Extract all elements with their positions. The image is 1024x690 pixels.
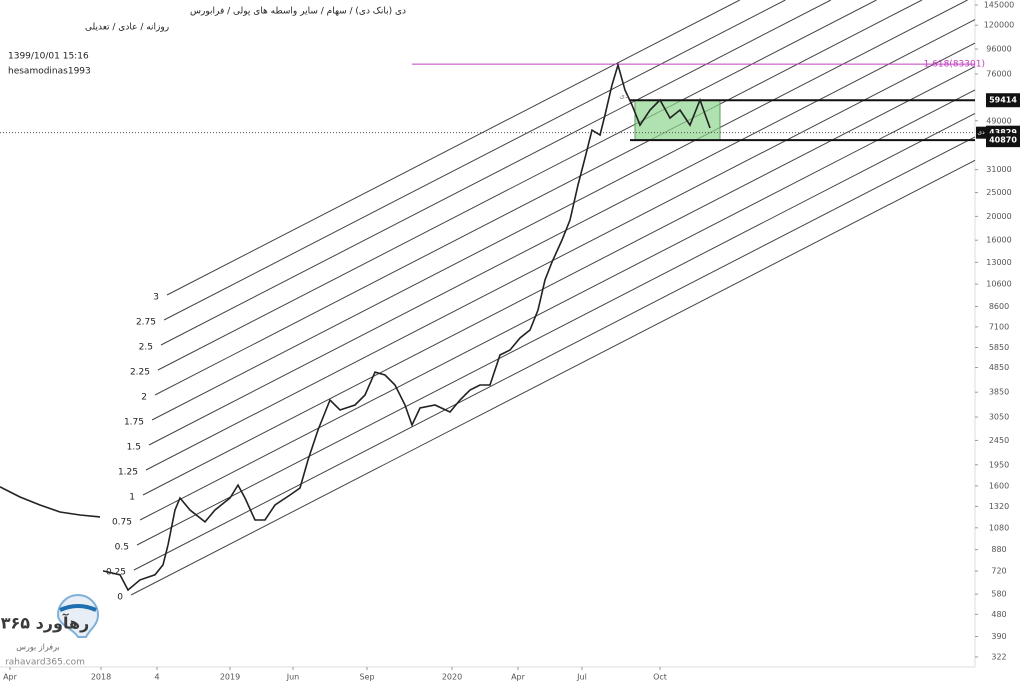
y-tick-label: 580 <box>991 590 1006 599</box>
y-tick-label: 16000 <box>986 236 1011 245</box>
y-tick-label: 10600 <box>986 280 1011 289</box>
fib-line <box>166 0 741 296</box>
x-tick-label: Oct <box>653 673 667 682</box>
author: hesamodinas1993 <box>8 67 91 77</box>
x-tick-label: Jun <box>286 673 300 682</box>
symbol-badge-label: دی <box>977 129 985 136</box>
y-tick-label: 1600 <box>989 481 1009 490</box>
y-tick-label: 1320 <box>989 502 1009 511</box>
fib-label: 2.5 <box>139 343 153 353</box>
fib-label: 0.75 <box>112 518 132 528</box>
fib-line <box>136 112 976 546</box>
y-tick-label: 2450 <box>989 436 1009 445</box>
settings: روزانه / عادی / تعدیلی <box>85 23 169 33</box>
y-tick-label: 480 <box>991 610 1006 619</box>
symbol-badge <box>976 126 986 139</box>
y-tick-label: 145000 <box>984 1 1015 10</box>
y-tick-label: 1950 <box>989 460 1009 469</box>
y-tick-label: 3850 <box>989 388 1009 397</box>
price-line <box>0 62 711 592</box>
fib-line <box>145 42 976 471</box>
watermark: رهآورد ۳۶۵ برفراز بورس rahavard365.com <box>1 594 100 668</box>
fib-label: 1 <box>129 493 135 503</box>
fib-label: 0 <box>117 593 123 603</box>
fib-label: 1.25 <box>118 468 138 478</box>
x-tick-label: 2019 <box>220 673 240 682</box>
x-tick-label: Jul <box>576 673 587 682</box>
last-price-label: 43829 <box>989 128 1017 137</box>
y-tick-label: 1080 <box>989 523 1009 532</box>
symbol: دی (بانک دی) / سهام / سایر واسطه های پول… <box>190 7 406 17</box>
support-label: 40870 <box>989 136 1017 145</box>
y-tick-label: 13000 <box>986 258 1011 267</box>
fib-line <box>148 19 976 446</box>
fib-label: 0.25 <box>106 568 126 578</box>
y-tick-label: 5850 <box>989 343 1009 352</box>
y-tick-label: 3050 <box>989 413 1009 422</box>
fib-label: 2.25 <box>130 368 150 378</box>
fib-label: 3 <box>153 293 159 303</box>
y-axis-bg <box>975 0 1024 686</box>
fib-label: 1.75 <box>124 418 144 428</box>
fib-line <box>163 0 786 321</box>
fib-line <box>160 0 832 346</box>
y-tick-label: 96000 <box>986 45 1011 54</box>
y-tick-label: 49000 <box>986 116 1011 125</box>
support-badge <box>986 133 1020 148</box>
x-tick-label: 2020 <box>442 673 462 682</box>
fib-line <box>151 0 968 421</box>
y-tick-label: 76000 <box>986 69 1011 78</box>
y-tick-label: 4850 <box>989 363 1009 372</box>
fib-label: 1.5 <box>127 443 141 453</box>
y-tick-label: 720 <box>991 567 1006 576</box>
range-zone <box>634 99 721 141</box>
y-tick-label: 7100 <box>989 322 1009 331</box>
y-tick-label: 31000 <box>986 165 1011 174</box>
y-tick-label: 322 <box>991 652 1006 661</box>
x-tick-label: Sep <box>359 673 374 682</box>
y-tick-label: 20000 <box>986 212 1011 221</box>
x-tick-label: Apr <box>511 673 526 682</box>
series-name: دی <box>619 92 628 100</box>
x-tick-label: 2018 <box>91 673 111 682</box>
fib-line <box>157 0 877 371</box>
fib-label: 2.75 <box>136 318 156 328</box>
x-tick-label: Apr <box>3 673 18 682</box>
fib-line <box>142 66 976 496</box>
logo-stroke <box>59 604 97 612</box>
fib-line <box>133 136 976 571</box>
fib-line <box>154 0 923 396</box>
fib-line <box>130 159 976 596</box>
y-tick-label: 25000 <box>986 188 1011 197</box>
x-tick-label: 4 <box>154 673 159 682</box>
brand: رهآورد ۳۶۵ <box>1 613 90 633</box>
site: rahavard365.com <box>5 658 85 668</box>
resistance-badge <box>986 93 1020 108</box>
fib-label: 2 <box>141 393 147 403</box>
y-tick-label: 120000 <box>984 21 1015 30</box>
y-tick-label: 880 <box>991 545 1006 554</box>
datetime: 1399/10/01 15:16 <box>8 52 89 62</box>
y-tick-label: 390 <box>991 632 1006 641</box>
fib-line <box>139 89 976 521</box>
y-tick-label: 8600 <box>989 302 1009 311</box>
slogan: برفراز بورس <box>16 643 60 652</box>
fib-label: 0.5 <box>115 543 129 553</box>
resistance-label: 59414 <box>989 96 1017 105</box>
fib-target-label: 1.618(83301) <box>924 60 985 70</box>
